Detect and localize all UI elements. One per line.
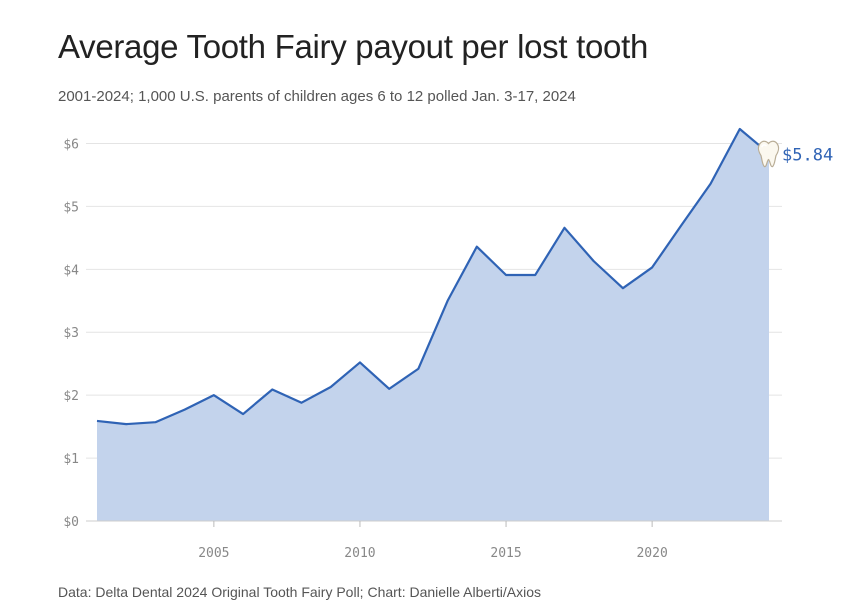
y-tick-label: $6 <box>63 137 79 152</box>
y-tick-label: $0 <box>63 515 79 530</box>
end-annotation: $5.84 <box>757 140 833 168</box>
x-tick-label: 2010 <box>344 546 375 561</box>
y-tick-label: $2 <box>63 389 79 404</box>
chart-title: Average Tooth Fairy payout per lost toot… <box>58 28 649 65</box>
series-line <box>96 127 770 426</box>
chart-subtitle: 2001-2024; 1,000 U.S. parents of childre… <box>58 88 576 105</box>
x-tick-label: 2005 <box>198 546 229 561</box>
tooth-icon <box>757 140 780 168</box>
source-note: Data: Delta Dental 2024 Original Tooth F… <box>58 584 541 600</box>
area-fill <box>97 129 769 521</box>
y-tick-label: $3 <box>63 326 79 341</box>
y-axis-labels: $0 $1 $2 $3 $4 $5 $6 <box>63 137 79 530</box>
x-axis-ticks <box>213 521 653 527</box>
x-tick-label: 2020 <box>636 546 667 561</box>
y-tick-label: $1 <box>63 452 79 467</box>
x-axis-labels: 2005 2010 2015 2020 <box>198 546 668 561</box>
y-tick-label: $4 <box>63 263 79 278</box>
y-tick-label: $5 <box>63 200 79 215</box>
end-value-label: $5.84 <box>782 146 833 166</box>
x-tick-label: 2015 <box>490 546 521 561</box>
